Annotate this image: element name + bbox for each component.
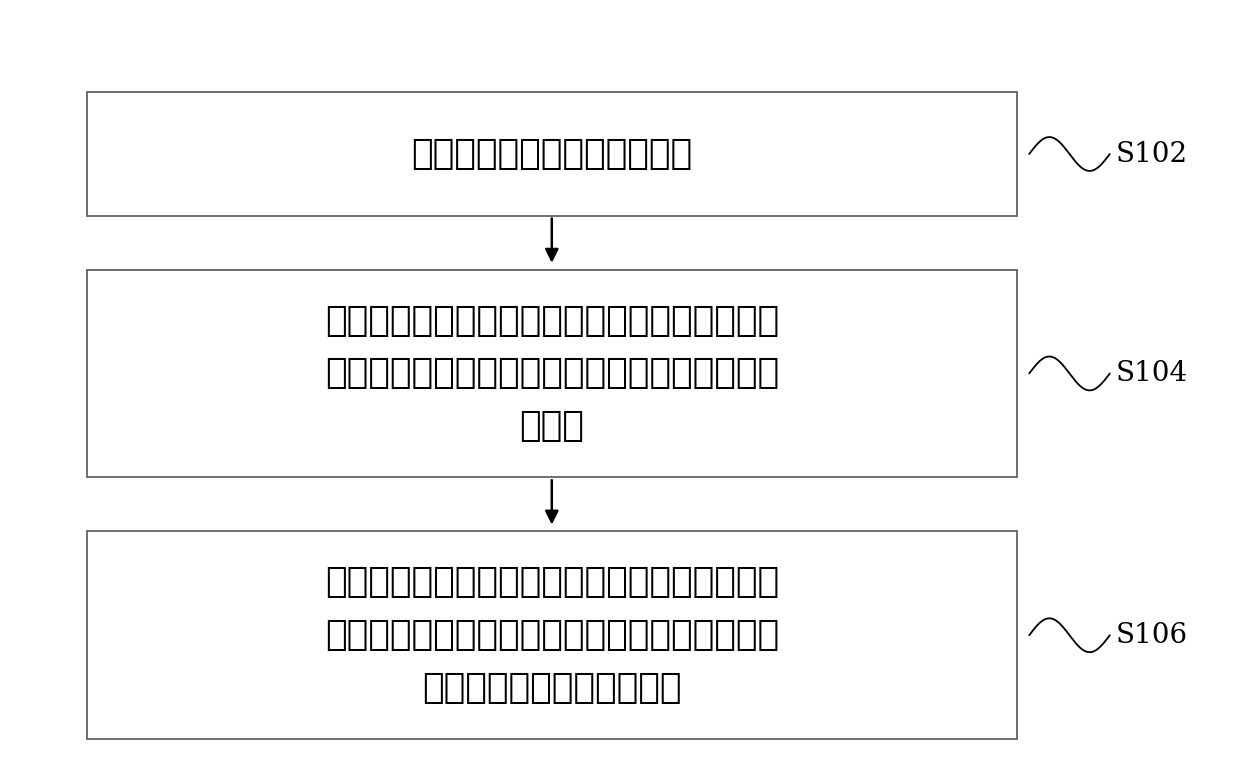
Text: 检测两个相邻小区的性能状态: 检测两个相邻小区的性能状态 (412, 137, 692, 171)
Text: S102: S102 (1116, 140, 1188, 168)
Text: S106: S106 (1116, 621, 1188, 649)
Text: 如果检测的性能状态达到切换门限时，修改两个
相邻小区的切换参数，并缓存该切换参数的修改
关联值: 如果检测的性能状态达到切换门限时，修改两个 相邻小区的切换参数，并缓存该切换参数… (325, 303, 779, 444)
FancyBboxPatch shape (87, 92, 1017, 216)
FancyBboxPatch shape (87, 531, 1017, 739)
Text: 在指定时间检测修改后的切换参数对应的性能状
态是否满足恢复门限要求，如果否，根据修改关
联值回退修改后的切换参数: 在指定时间检测修改后的切换参数对应的性能状 态是否满足恢复门限要求，如果否，根据… (325, 565, 779, 705)
Text: S104: S104 (1116, 360, 1188, 387)
FancyBboxPatch shape (87, 270, 1017, 477)
